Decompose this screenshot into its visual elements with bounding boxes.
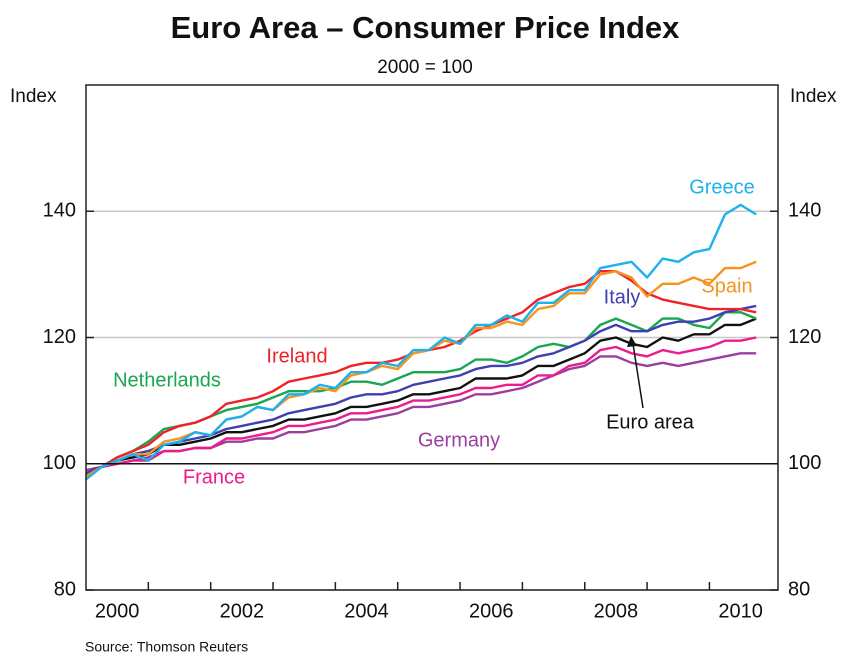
series-line bbox=[85, 304, 757, 475]
series-label: Ireland bbox=[266, 345, 327, 367]
y-tick-label: 100 bbox=[43, 452, 76, 474]
series-line bbox=[85, 336, 757, 475]
plot-frame bbox=[85, 84, 779, 591]
series-label: Germany bbox=[418, 429, 500, 451]
x-tick-label: 2004 bbox=[344, 600, 389, 622]
y2-tick-label: 140 bbox=[788, 200, 821, 222]
label-arrow bbox=[632, 343, 644, 409]
y2-tick-label: 120 bbox=[788, 326, 821, 348]
x-tick-label: 2006 bbox=[469, 600, 514, 622]
source-note: Source: Thomson Reuters bbox=[85, 639, 248, 655]
series-label: Euro area bbox=[606, 411, 695, 433]
x-tick-label: 2008 bbox=[594, 600, 639, 622]
y2-tick-label: 80 bbox=[788, 578, 810, 600]
series-label: Greece bbox=[689, 176, 755, 198]
series-label: France bbox=[183, 466, 245, 488]
x-tick-label: 2002 bbox=[220, 600, 265, 622]
y-tick-label: 140 bbox=[43, 200, 76, 222]
series-label: Italy bbox=[604, 286, 641, 308]
y2-tick-label: 100 bbox=[788, 452, 821, 474]
y-tick-label: 120 bbox=[43, 326, 76, 348]
y2-axis-label: Index bbox=[790, 86, 837, 107]
series-line bbox=[85, 203, 757, 481]
y-axis-label: Index bbox=[10, 86, 57, 107]
x-tick-label: 2010 bbox=[718, 600, 763, 622]
series-label: Spain bbox=[701, 275, 752, 297]
chart-title: Euro Area – Consumer Price Index bbox=[171, 10, 681, 45]
series-line bbox=[85, 317, 757, 475]
x-tick-label: 2000 bbox=[95, 600, 140, 622]
series-label: Netherlands bbox=[113, 369, 221, 391]
y-tick-label: 80 bbox=[54, 578, 76, 600]
chart-subtitle: 2000 = 100 bbox=[377, 57, 473, 78]
label-arrowhead bbox=[627, 336, 637, 347]
